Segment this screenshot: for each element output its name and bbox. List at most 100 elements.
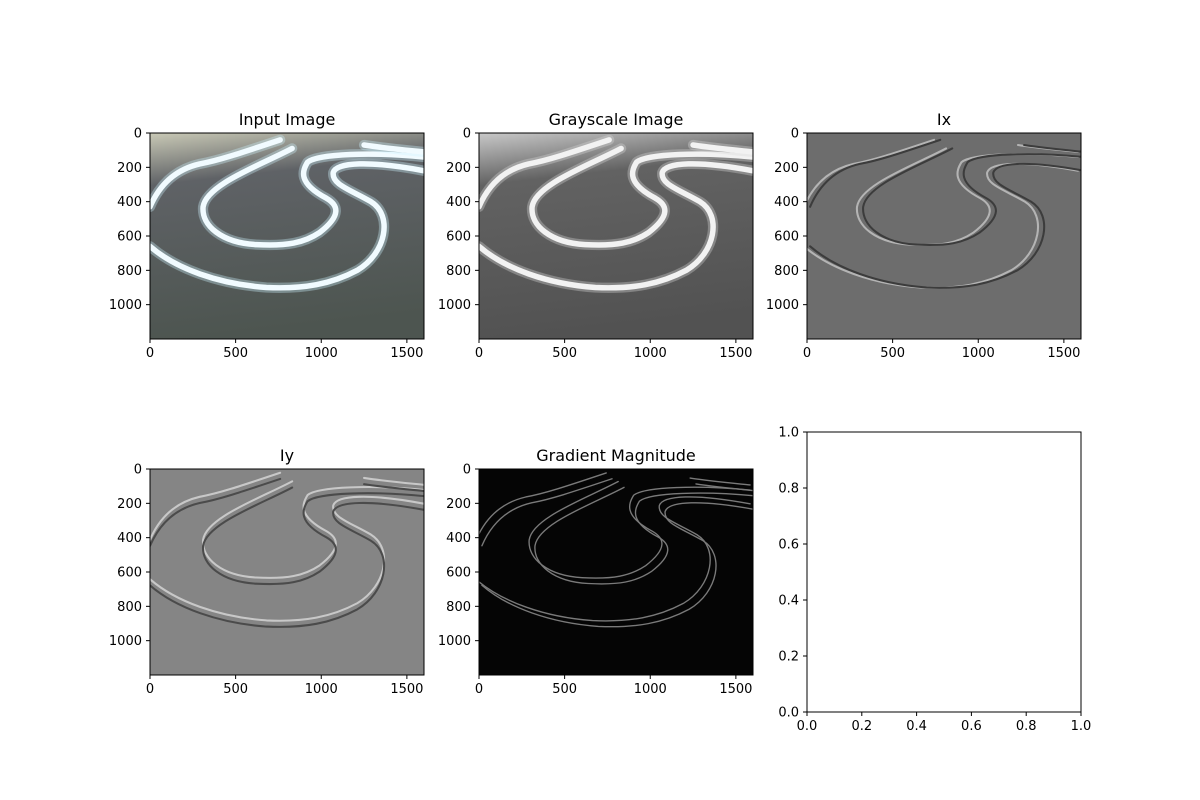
panel-title: Ix [937,110,951,129]
image-area [479,469,753,675]
y-tick-label: 200 [774,161,799,176]
edge-inner-1 [481,478,613,547]
edge-negative-4 [1023,143,1081,153]
y-tick-label: 600 [446,566,471,581]
x-tick-label: 0.6 [961,719,982,734]
y-axis-ticks: 0 200 400 600 800 1000 [438,127,479,313]
y-axis-ticks: 0 200 400 600 800 1000 [109,127,150,313]
y-tick-label: 600 [117,230,142,245]
y-tick-label: 0.8 [778,482,799,497]
y-axis-ticks: 0 200 400 600 800 1000 [109,463,150,649]
x-tick-label: 0 [146,682,154,697]
edge-negative-1 [150,477,282,547]
y-tick-label: 600 [774,230,799,245]
y-tick-label: 400 [446,195,471,210]
y-tick-label: 1.0 [778,426,799,441]
x-tick-label: 0 [475,682,483,697]
track-line-3 [200,145,424,248]
x-tick-label: 1500 [390,682,423,697]
y-tick-label: 400 [117,531,142,546]
x-axis-ticks: 0 500 1000 1500 [146,339,423,361]
y-tick-label: 1000 [109,298,142,313]
edge-outer-1 [479,472,607,536]
image-background [479,469,753,675]
track-line-2 [150,161,424,291]
axes-frame [806,431,1082,713]
x-tick-label: 1000 [305,346,338,361]
empty-background [807,432,1081,712]
x-tick-label: 1500 [719,682,752,697]
panel-ix: Ix 0 500 1000 1500 0 200 400 600 800 1000 [766,110,1082,361]
edge-outer-3 [528,480,751,579]
x-tick-label: 0 [475,346,483,361]
y-tick-label: 800 [117,600,142,615]
axes-frame [149,132,425,340]
y-tick-label: 800 [117,264,142,279]
empty-plot-area [807,432,1081,712]
y-tick-label: 0 [134,463,142,478]
y-tick-label: 200 [446,497,471,512]
x-axis-ticks: 0 500 1000 1500 [475,675,752,697]
edge-positive-2 [807,162,1079,289]
edge-positive-3 [855,147,1079,246]
y-tick-label: 200 [117,161,142,176]
axes-frame [478,468,754,676]
x-tick-label: 0 [803,346,811,361]
x-axis-ticks: 0 500 1000 1500 [146,675,423,697]
y-tick-label: 0.4 [778,594,799,609]
x-tick-label: 0.8 [1016,719,1037,734]
track-line-4 [361,142,424,155]
edge-outer-2 [479,496,751,622]
edge-inner-4 [695,483,753,492]
edge-positive-1 [807,138,936,203]
y-tick-label: 0.0 [778,706,799,721]
axes-frame [478,132,754,340]
axes-frame [149,468,425,676]
edge-negative-3 [862,147,1081,246]
x-axis-ticks: 0 500 1000 1500 [475,339,752,361]
x-axis-ticks: 0 500 1000 1500 [803,339,1080,361]
x-tick-label: 0.4 [906,719,927,734]
panel-empty-axes: 0.0 0.2 0.4 0.6 0.8 1.0 0.0 0.2 0.4 0.6 0.8 1.0 [778,426,1091,735]
x-tick-label: 0 [146,346,154,361]
x-tick-label: 500 [223,682,248,697]
edge-positive-2 [150,495,424,622]
y-tick-label: 1000 [438,634,471,649]
y-tick-label: 0 [134,127,142,142]
y-tick-label: 0.2 [778,650,799,665]
y-tick-label: 1000 [766,298,799,313]
x-tick-label: 500 [223,346,248,361]
y-tick-label: 600 [446,230,471,245]
y-tick-label: 0 [463,463,471,478]
edge-negative-3 [202,486,424,586]
x-tick-label: 1000 [962,346,995,361]
y-axis-ticks: 0 200 400 600 800 1000 [438,463,479,649]
edge-inner-3 [534,486,753,585]
y-tick-label: 400 [446,531,471,546]
x-tick-label: 1000 [634,682,667,697]
x-tick-label: 500 [552,346,577,361]
edge-inner-2 [481,502,753,628]
x-tick-label: 1500 [390,346,423,361]
edge-negative-4 [363,483,424,493]
axes-frame [806,132,1082,340]
y-tick-label: 400 [774,195,799,210]
y-tick-label: 200 [117,497,142,512]
y-tick-label: 1000 [109,634,142,649]
track-line-2 [479,161,753,291]
y-tick-label: 0 [791,127,799,142]
y-axis-ticks: 0.0 0.2 0.4 0.6 0.8 1.0 [778,426,807,721]
panel-title: Input Image [239,110,336,129]
x-tick-label: 0.2 [851,719,872,734]
x-axis-ticks: 0.0 0.2 0.4 0.6 0.8 1.0 [797,712,1091,734]
x-tick-label: 1000 [634,346,667,361]
image-area [479,133,753,339]
edge-negative-2 [809,162,1081,289]
panel-title: Grayscale Image [549,110,684,129]
x-tick-label: 500 [880,346,905,361]
image-background [807,133,1081,339]
track-line-1 [479,137,612,210]
panel-title: Iy [280,446,294,465]
image-area [150,469,424,675]
